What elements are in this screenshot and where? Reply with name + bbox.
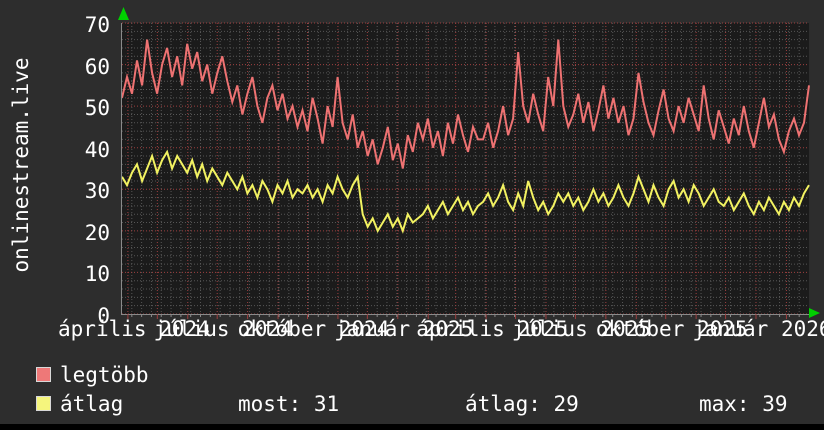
y-tick-label: 30: [84, 179, 110, 204]
legend-row-legtobb: legtöbb: [36, 364, 149, 386]
series-line-atlag: [121, 149, 810, 234]
bottom-strip: [0, 424, 824, 430]
x-tick-label: július 2025: [511, 317, 651, 341]
y-tick-label: 20: [84, 220, 110, 245]
legend-label-atlag: átlag: [60, 392, 124, 416]
y-tick-label: 60: [84, 54, 110, 79]
y-tick-label: 40: [84, 137, 110, 162]
x-tick-label: október 2025: [595, 317, 748, 341]
y-tick-label: 10: [84, 262, 110, 287]
legend-row-atlag: átlag: [36, 393, 123, 415]
x-axis-arrow-icon: [809, 308, 820, 318]
x-tick-label: január 2025: [334, 317, 474, 341]
x-tick-label: július 2024: [153, 317, 293, 341]
legend-swatch-legtobb: [36, 367, 51, 382]
y-tick-label: 70: [84, 13, 110, 37]
series-line-legtobb: [121, 39, 810, 169]
y-tick-label: 0: [97, 304, 110, 328]
x-tick-label: április 2024: [58, 317, 210, 341]
x-tick-label: január 2026: [692, 317, 824, 341]
x-tick-label: április 2025: [416, 317, 568, 341]
y-axis-arrow-icon: [118, 7, 129, 20]
stat-max: max: 39: [699, 392, 788, 416]
x-tick-label: október 2024: [237, 317, 390, 341]
y-tick-label: 50: [84, 96, 110, 121]
legend-label-legtobb: legtöbb: [60, 363, 149, 387]
stat-atlag: átlag: 29: [465, 392, 579, 416]
stat-most: most: 31: [238, 392, 340, 416]
legend-swatch-atlag: [36, 396, 51, 411]
